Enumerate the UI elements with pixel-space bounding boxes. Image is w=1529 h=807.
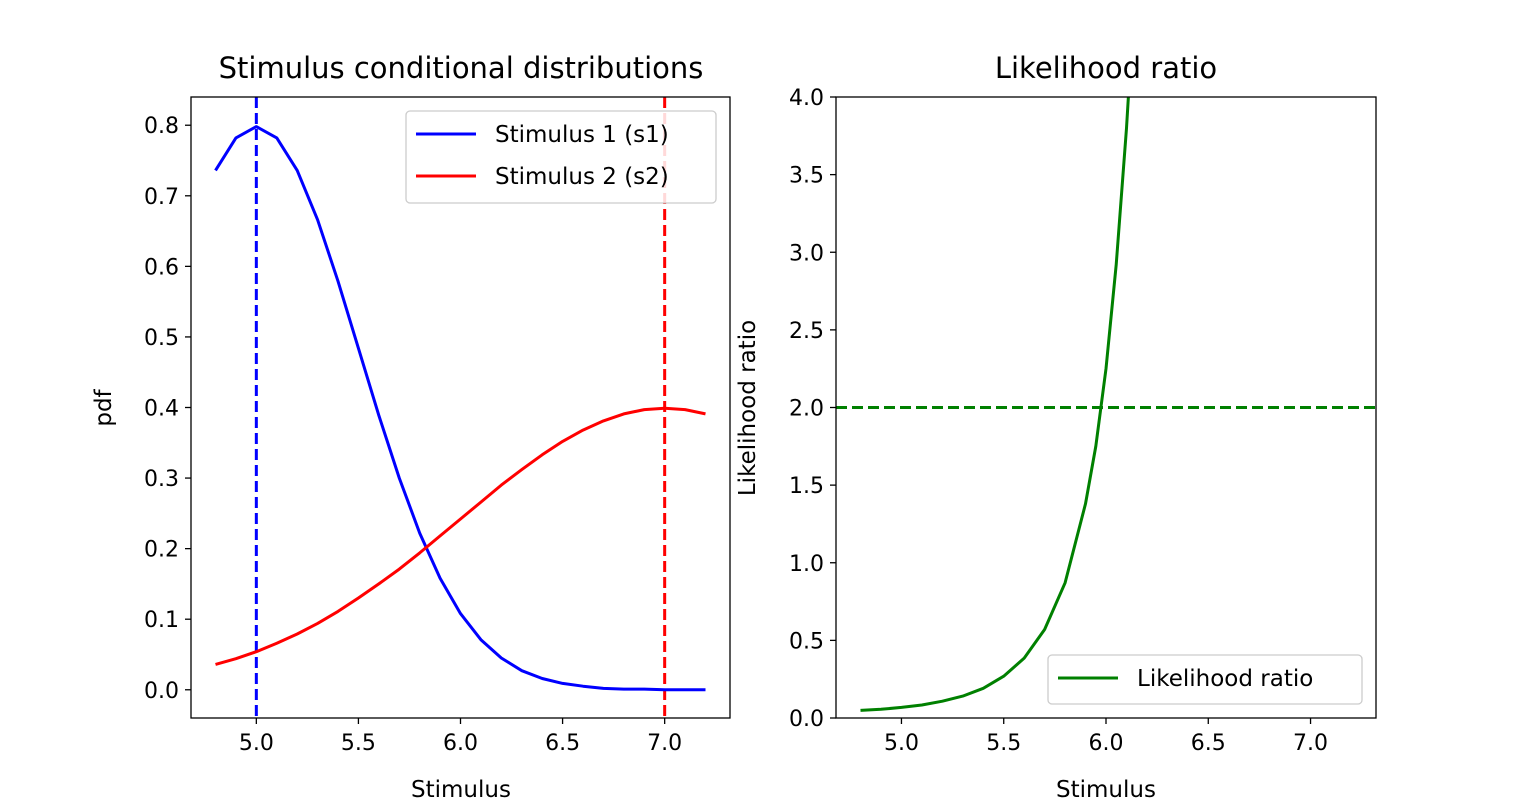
y-tick-label: 2.5 [789, 319, 824, 344]
legend: Likelihood ratio [1047, 654, 1363, 705]
y-tick-label: 0.5 [789, 629, 824, 654]
x-tick-label: 6.0 [1089, 731, 1124, 756]
plot-likelihood-ratio: Likelihood ratio 5.0 5.5 6.0 6.5 7.0 0.0 0.5 1.… [735, 51, 1377, 803]
x-tick-label: 7.0 [1293, 731, 1328, 756]
y-tick-label: 0.4 [144, 397, 179, 422]
x-tick-label: 5.0 [239, 731, 274, 756]
legend-entry-s2: Stimulus 2 (s2) [495, 164, 669, 190]
x-tick-label: 6.5 [545, 731, 580, 756]
x-tick-label: 5.5 [986, 731, 1021, 756]
legend-entry-likelihood-ratio: Likelihood ratio [1137, 666, 1313, 692]
y-tick-label: 0.0 [789, 707, 824, 732]
y-axis-label: pdf [91, 388, 117, 426]
series-line-0 [214, 125, 706, 692]
legend-box [405, 110, 717, 204]
x-tick-label: 7.0 [647, 731, 682, 756]
y-tick-label: 3.0 [789, 241, 824, 266]
x-axis-label: Stimulus [1056, 777, 1156, 803]
y-tick-label: 0.5 [144, 326, 179, 351]
y-tick-label: 2.0 [789, 397, 824, 422]
x-tick-label: 5.0 [884, 731, 919, 756]
y-tick-label: 4.0 [789, 86, 824, 111]
plot-title: Stimulus conditional distributions [219, 51, 704, 85]
y-axis-label: Likelihood ratio [735, 320, 761, 496]
plot-title: Likelihood ratio [995, 51, 1217, 85]
y-tick-label: 1.5 [789, 474, 824, 499]
y-tick-label: 0.8 [144, 114, 179, 139]
x-axis-label: Stimulus [411, 777, 511, 803]
legend-entry-s1: Stimulus 1 (s1) [495, 122, 669, 148]
y-tick-label: 0.3 [144, 467, 179, 492]
plot-stimulus-distributions: Stimulus conditional distributions 5.0 5.… [91, 51, 731, 803]
legend-box [1047, 654, 1363, 705]
legend: Stimulus 1 (s1) Stimulus 2 (s2) [405, 110, 717, 204]
x-tick-label: 5.5 [341, 731, 376, 756]
y-tick-label: 1.0 [789, 552, 824, 577]
series-line-1 [215, 406, 706, 666]
y-tick-label: 0.0 [144, 679, 179, 704]
y-tick-label: 3.5 [789, 164, 824, 189]
y-tick-label: 0.6 [144, 255, 179, 280]
x-tick-label: 6.0 [443, 731, 478, 756]
y-tick-label: 0.7 [144, 185, 179, 210]
y-tick-label: 0.2 [144, 538, 179, 563]
series-line-0 [860, 97, 1130, 712]
x-tick-label: 6.5 [1191, 731, 1226, 756]
y-tick-label: 0.1 [144, 608, 179, 633]
